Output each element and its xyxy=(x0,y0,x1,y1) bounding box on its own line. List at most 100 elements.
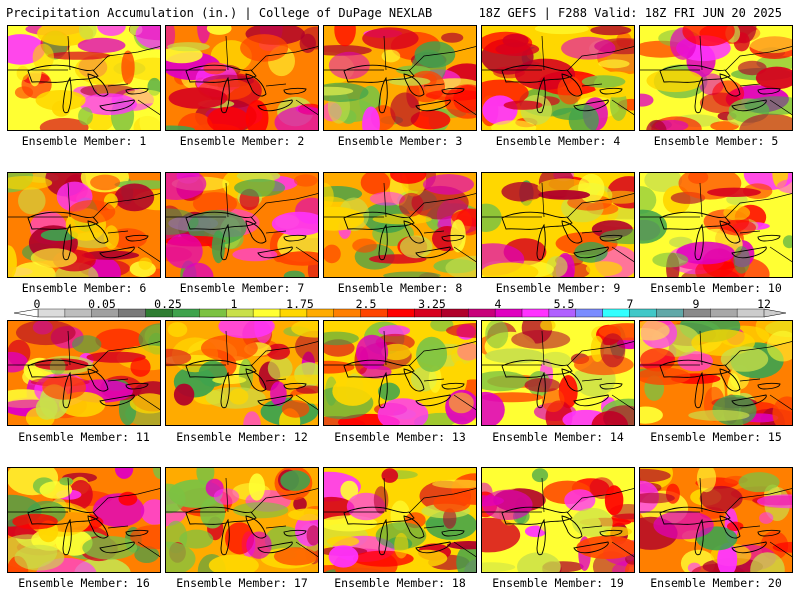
ensemble-member-map xyxy=(639,25,793,131)
ensemble-member-label: Ensemble Member: 15 xyxy=(650,430,782,444)
precip-field xyxy=(482,26,634,130)
colorbar-segment xyxy=(575,308,604,318)
colorbar-segment xyxy=(37,308,66,318)
great-lakes-outline xyxy=(501,211,623,261)
precip-field xyxy=(324,321,476,425)
great-lakes-outline xyxy=(343,359,465,409)
great-lakes-outline xyxy=(27,359,149,409)
great-lakes-outline xyxy=(27,211,149,261)
precip-field xyxy=(166,173,318,277)
great-lakes-outline xyxy=(185,506,307,556)
great-lakes-outline xyxy=(27,506,149,556)
great-lakes-outline xyxy=(343,211,465,261)
colorbar-tick-label: 2.5 xyxy=(355,297,377,311)
ensemble-member-label: Ensemble Member: 4 xyxy=(495,134,621,148)
great-lakes-outline xyxy=(185,211,307,261)
ensemble-member-label: Ensemble Member: 5 xyxy=(653,134,779,148)
ensemble-member-label: Ensemble Member: 8 xyxy=(337,281,463,295)
precip-field xyxy=(640,468,792,572)
precip-field xyxy=(8,468,160,572)
colorbar-segment xyxy=(468,308,496,318)
ensemble-member-label: Ensemble Member: 1 xyxy=(21,134,147,148)
ensemble-member-label: Ensemble Member: 3 xyxy=(337,134,463,148)
precip-field xyxy=(640,173,792,277)
great-lakes-outline xyxy=(501,359,623,409)
model-run-info: 18Z GEFS | F288 Valid: 18Z FRI JUN 20 20… xyxy=(478,6,782,20)
ensemble-member-map xyxy=(7,172,161,278)
ensemble-member-label: Ensemble Member: 20 xyxy=(650,576,782,590)
great-lakes-outline xyxy=(659,211,781,261)
colorbar-segment xyxy=(521,308,550,318)
precip-field xyxy=(324,173,476,277)
great-lakes-outline xyxy=(185,359,307,409)
precip-field xyxy=(166,468,318,572)
ensemble-member-map xyxy=(165,467,319,573)
ensemble-member-map xyxy=(165,25,319,131)
ensemble-member-map xyxy=(481,320,635,426)
colorbar-left-arrow xyxy=(13,308,39,318)
ensemble-member-map xyxy=(639,172,793,278)
great-lakes-outline xyxy=(501,64,623,114)
ensemble-member-label: Ensemble Member: 13 xyxy=(334,430,466,444)
colorbar-tick-label: 5.5 xyxy=(553,297,575,311)
precip-field xyxy=(640,321,792,425)
colorbar-tick-label: 3.25 xyxy=(418,297,446,311)
ensemble-member-map xyxy=(165,320,319,426)
colorbar-tick-label: 9 xyxy=(692,297,700,311)
great-lakes-outline xyxy=(343,506,465,556)
ensemble-member-map xyxy=(481,172,635,278)
colorbar-tick-label: 1 xyxy=(230,297,238,311)
ensemble-member-label: Ensemble Member: 6 xyxy=(21,281,147,295)
great-lakes-outline xyxy=(343,64,465,114)
ensemble-member-label: Ensemble Member: 16 xyxy=(18,576,150,590)
precip-field xyxy=(324,26,476,130)
great-lakes-outline xyxy=(659,64,781,114)
ensemble-member-map xyxy=(7,25,161,131)
colorbar-segment xyxy=(199,308,227,318)
ensemble-member-label: Ensemble Member: 10 xyxy=(650,281,782,295)
great-lakes-outline xyxy=(659,359,781,409)
ensemble-member-map xyxy=(639,320,793,426)
ensemble-member-label: Ensemble Member: 11 xyxy=(18,430,150,444)
colorbar-segment xyxy=(252,308,281,318)
ensemble-member-map xyxy=(7,320,161,426)
ensemble-member-label: Ensemble Member: 12 xyxy=(176,430,308,444)
ensemble-member-map xyxy=(323,320,477,426)
great-lakes-outline xyxy=(185,64,307,114)
precip-field xyxy=(8,26,160,130)
ensemble-member-map xyxy=(323,25,477,131)
ensemble-member-label: Ensemble Member: 19 xyxy=(492,576,624,590)
colorbar-segment xyxy=(710,308,738,318)
precip-field xyxy=(640,26,792,130)
colorbar-tick-label: 0 xyxy=(33,297,41,311)
ensemble-member-label: Ensemble Member: 9 xyxy=(495,281,621,295)
ensemble-member-label: Ensemble Member: 18 xyxy=(334,576,466,590)
colorbar-tick-label: 7 xyxy=(626,297,634,311)
ensemble-member-map xyxy=(639,467,793,573)
great-lakes-outline xyxy=(501,506,623,556)
precip-field xyxy=(324,468,476,572)
colorbar-tick-label: 12 xyxy=(757,297,771,311)
precip-field xyxy=(482,468,634,572)
ensemble-member-label: Ensemble Member: 17 xyxy=(176,576,308,590)
ensemble-member-map xyxy=(323,467,477,573)
ensemble-member-label: Ensemble Member: 7 xyxy=(179,281,305,295)
precip-field xyxy=(8,173,160,277)
ensemble-member-label: Ensemble Member: 14 xyxy=(492,430,624,444)
ensemble-member-label: Ensemble Member: 2 xyxy=(179,134,305,148)
colorbar-tick-label: 0.25 xyxy=(154,297,182,311)
great-lakes-outline xyxy=(659,506,781,556)
colorbar-tick-label: 4 xyxy=(494,297,502,311)
map-title: Precipitation Accumulation (in.) | Colle… xyxy=(6,6,433,20)
precip-field xyxy=(8,321,160,425)
colorbar-segment xyxy=(629,308,657,318)
precip-field xyxy=(166,26,318,130)
ensemble-member-map xyxy=(7,467,161,573)
colorbar-segment xyxy=(387,308,415,318)
great-lakes-outline xyxy=(27,64,149,114)
colorbar-tick-label: 0.05 xyxy=(88,297,116,311)
ensemble-member-map xyxy=(165,172,319,278)
precip-colorbar xyxy=(13,308,787,318)
precip-field xyxy=(482,173,634,277)
colorbar-segment xyxy=(656,308,684,318)
